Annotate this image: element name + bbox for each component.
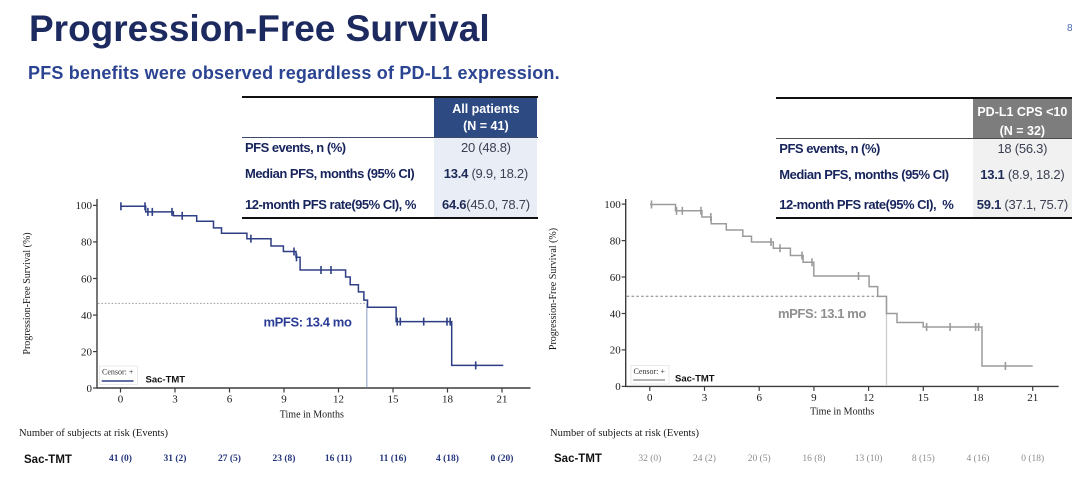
svg-text:3: 3 — [702, 392, 708, 404]
svg-text:Number of subjects at risk (Ev: Number of subjects at risk (Events) — [19, 428, 169, 439]
svg-text:24 (2): 24 (2) — [693, 453, 716, 464]
svg-text:100: 100 — [76, 200, 93, 212]
svg-text:0: 0 — [647, 392, 653, 404]
svg-text:0: 0 — [118, 394, 124, 406]
svg-text:32 (0): 32 (0) — [638, 453, 661, 464]
svg-text:4 (16): 4 (16) — [967, 453, 990, 464]
svg-text:20: 20 — [81, 346, 93, 358]
svg-text:21: 21 — [497, 394, 508, 406]
svg-text:Progression-Free Survival (%): Progression-Free Survival (%) — [22, 232, 33, 354]
svg-text:60: 60 — [610, 272, 622, 284]
svg-text:23 (8): 23 (8) — [273, 453, 296, 464]
svg-text:8 (15): 8 (15) — [912, 453, 935, 464]
svg-text:Sac-TMT: Sac-TMT — [24, 454, 72, 466]
svg-text:41 (0): 41 (0) — [109, 453, 132, 464]
svg-text:mPFS: 13.4 mo: mPFS: 13.4 mo — [264, 315, 352, 330]
svg-text:Progression-Free Survival (%): Progression-Free Survival (%) — [548, 228, 559, 350]
svg-text:6: 6 — [227, 394, 233, 406]
svg-text:13 (10): 13 (10) — [855, 453, 883, 464]
svg-text:18: 18 — [973, 392, 985, 404]
svg-text:Censor: +: Censor: + — [634, 367, 666, 376]
svg-text:Sac-TMT: Sac-TMT — [554, 453, 602, 465]
svg-text:mPFS: 13.1 mo: mPFS: 13.1 mo — [778, 306, 866, 321]
svg-text:4 (18): 4 (18) — [436, 453, 459, 464]
svg-text:12: 12 — [333, 394, 344, 406]
svg-text:20 (5): 20 (5) — [748, 453, 771, 464]
svg-text:9: 9 — [281, 394, 287, 406]
svg-text:16 (11): 16 (11) — [325, 453, 352, 464]
svg-text:9: 9 — [811, 392, 817, 404]
svg-text:40: 40 — [610, 308, 622, 320]
svg-text:40: 40 — [81, 310, 93, 322]
svg-text:31 (2): 31 (2) — [164, 453, 187, 464]
svg-text:60: 60 — [81, 273, 93, 285]
svg-text:15: 15 — [918, 392, 930, 404]
svg-text:27 (5): 27 (5) — [218, 453, 241, 464]
svg-text:3: 3 — [172, 394, 178, 406]
svg-text:Time in Months: Time in Months — [280, 409, 344, 420]
svg-text:Censor: +: Censor: + — [102, 368, 134, 377]
svg-text:21: 21 — [1027, 392, 1038, 404]
svg-text:Time in Months: Time in Months — [810, 406, 874, 417]
svg-text:Sac-TMT: Sac-TMT — [146, 375, 186, 386]
svg-text:0 (20): 0 (20) — [491, 453, 514, 464]
svg-text:80: 80 — [610, 235, 622, 247]
svg-text:0: 0 — [615, 381, 621, 393]
svg-text:11 (16): 11 (16) — [379, 453, 406, 464]
svg-text:100: 100 — [604, 199, 621, 211]
svg-text:20: 20 — [610, 345, 622, 357]
svg-text:15: 15 — [388, 394, 400, 406]
svg-text:18: 18 — [442, 394, 454, 406]
svg-text:0 (18): 0 (18) — [1021, 453, 1044, 464]
svg-text:Sac-TMT: Sac-TMT — [675, 374, 715, 385]
svg-text:0: 0 — [87, 383, 93, 395]
svg-text:6: 6 — [756, 392, 762, 404]
svg-text:16 (8): 16 (8) — [802, 453, 825, 464]
svg-text:12: 12 — [863, 392, 874, 404]
svg-text:Number of subjects at risk (Ev: Number of subjects at risk (Events) — [550, 428, 700, 439]
svg-text:80: 80 — [81, 237, 93, 249]
